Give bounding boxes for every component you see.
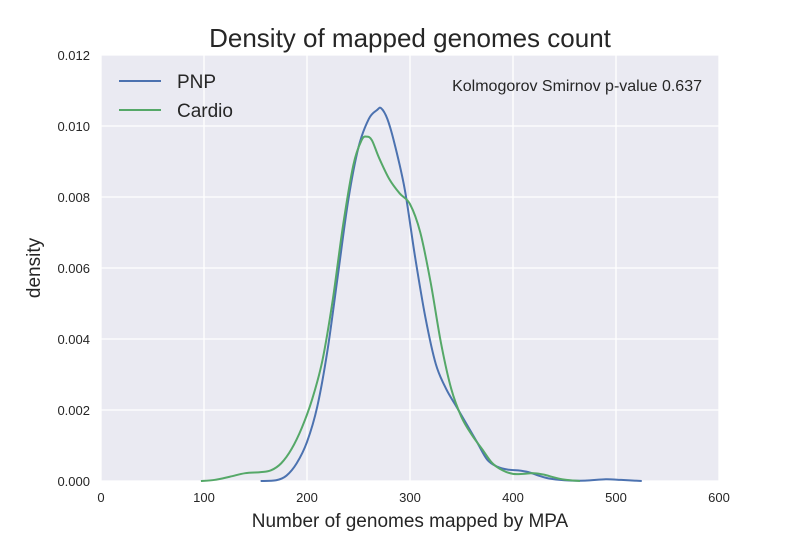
x-axis-ticks: 0 100 200 300 400 500 600	[97, 490, 729, 505]
y-tick-label: 0.010	[57, 119, 90, 134]
x-tick-label: 400	[502, 490, 524, 505]
x-tick-label: 100	[193, 490, 215, 505]
y-tick-label: 0.000	[57, 474, 90, 489]
legend-label-cardio: Cardio	[177, 101, 233, 122]
y-tick-label: 0.012	[57, 48, 90, 63]
x-tick-label: 500	[605, 490, 627, 505]
y-axis-label: density	[24, 237, 45, 298]
y-tick-label: 0.008	[57, 190, 90, 205]
x-axis-label: Number of genomes mapped by MPA	[252, 511, 569, 532]
series-line-cardio	[200, 135, 581, 482]
x-tick-label: 600	[708, 490, 730, 505]
series-layer	[200, 106, 642, 482]
y-tick-label: 0.002	[57, 403, 90, 418]
x-tick-label: 300	[399, 490, 421, 505]
chart-title: Density of mapped genomes count	[209, 23, 612, 53]
x-tick-label: 0	[97, 490, 104, 505]
y-axis-ticks: 0.000 0.002 0.004 0.006 0.008 0.010 0.012	[57, 48, 90, 489]
series-line-pnp	[260, 106, 642, 482]
ks-annotation: Kolmogorov Smirnov p-value 0.637	[452, 78, 702, 95]
x-tick-label: 200	[296, 490, 318, 505]
y-tick-label: 0.004	[57, 332, 90, 347]
legend: PNP Cardio	[119, 72, 233, 122]
legend-label-pnp: PNP	[177, 72, 216, 93]
y-tick-label: 0.006	[57, 261, 90, 276]
